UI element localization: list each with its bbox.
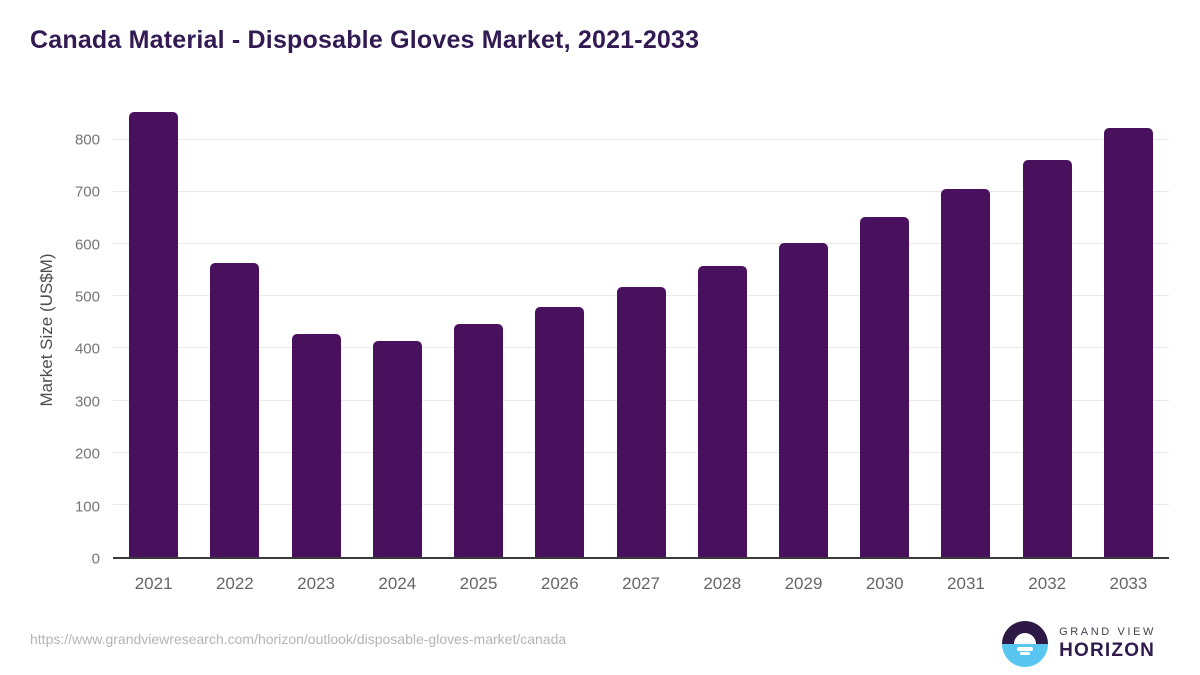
x-tick-label: 2030	[865, 574, 904, 593]
bar-slot	[682, 98, 763, 557]
gridline	[113, 138, 1169, 140]
x-tick-label: 2021	[134, 574, 173, 593]
bar-slot	[194, 98, 275, 557]
bar-series	[113, 98, 1169, 557]
bar-2033	[1103, 127, 1153, 557]
bar-slot	[763, 98, 844, 557]
bar-slot	[275, 98, 356, 557]
bar-2030	[860, 217, 910, 557]
x-tick-label: 2025	[459, 574, 498, 593]
x-tick-label: 2024	[378, 574, 417, 593]
x-tick-label: 2033	[1109, 574, 1148, 593]
y-tick-label: 500	[74, 288, 100, 306]
x-tick-label: 2027	[622, 574, 660, 593]
bar-2031	[941, 189, 991, 557]
bar-2022	[210, 263, 260, 557]
bar-slot	[357, 98, 438, 557]
horizon-sun-logo-icon	[1002, 621, 1049, 667]
bar-2029	[778, 243, 828, 557]
y-tick-label: 0	[91, 550, 100, 568]
x-tick-label: 2031	[947, 574, 985, 593]
x-tick-label: 2028	[703, 574, 742, 593]
grand-view-horizon-logo: GRAND VIEW HORIZON	[1002, 621, 1156, 667]
x-tick-label: 2032	[1028, 574, 1067, 593]
bar-slot	[113, 98, 194, 557]
y-tick-label: 400	[74, 340, 100, 358]
bar-chart-plot-area	[113, 98, 1169, 559]
bar-slot	[519, 98, 600, 557]
y-tick-label: 800	[74, 131, 100, 149]
bar-2027	[616, 287, 666, 557]
x-tick-label: 2026	[540, 574, 579, 593]
bar-2028	[697, 265, 747, 557]
logo-text: GRAND VIEW HORIZON	[1059, 626, 1156, 662]
bar-2021	[129, 112, 179, 557]
bar-slot	[1088, 98, 1169, 557]
gridline	[113, 190, 1169, 192]
logo-brand-name: GRAND VIEW	[1059, 626, 1156, 638]
bar-2023	[291, 334, 341, 557]
x-axis-tick-labels: 2021 2022 2023 2024 2025 2026 2027 2028 2029 2030…	[113, 561, 1169, 594]
bar-slot	[438, 98, 519, 557]
bar-2032	[1022, 159, 1072, 557]
sun-reflection-bar	[1020, 652, 1031, 656]
bar-2024	[372, 340, 422, 557]
sun-icon	[1014, 633, 1037, 644]
bar-slot	[600, 98, 681, 557]
y-tick-label: 700	[74, 183, 100, 201]
x-tick-label: 2022	[215, 574, 254, 593]
bar-slot	[925, 98, 1006, 557]
logo-product-name: HORIZON	[1059, 640, 1156, 661]
source-url: https://www.grandviewresearch.com/horizo…	[30, 631, 567, 647]
y-tick-label: 600	[74, 236, 100, 254]
bar-2026	[535, 306, 585, 557]
y-tick-label: 100	[74, 498, 100, 516]
x-tick-label: 2023	[297, 574, 335, 593]
x-tick-label: 2029	[784, 574, 823, 593]
sun-reflection-bar	[1017, 646, 1034, 651]
y-tick-label: 300	[74, 393, 100, 411]
bar-2025	[454, 324, 504, 557]
bar-slot	[844, 98, 925, 557]
gridline	[113, 243, 1169, 245]
y-tick-label: 200	[74, 445, 100, 463]
bar-slot	[1007, 98, 1088, 557]
y-axis-tick-labels: 0 100 200 300 400 500 600 700 800	[0, 98, 100, 567]
page-title: Canada Material - Disposable Gloves Mark…	[30, 26, 700, 54]
